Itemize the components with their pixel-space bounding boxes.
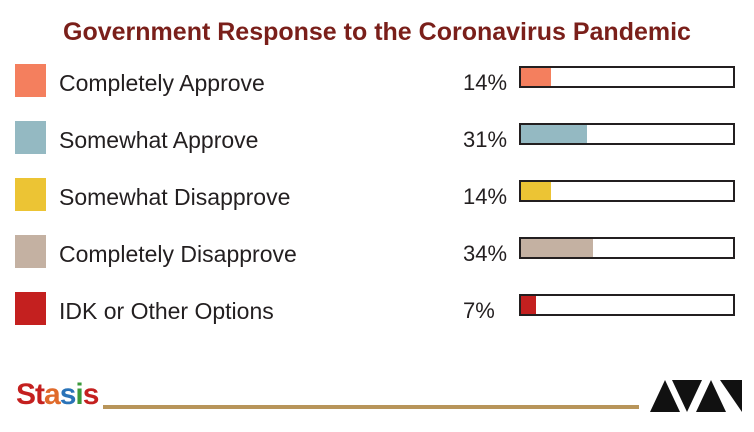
bar [521,125,587,143]
legend-swatch [15,121,46,154]
bar [521,68,551,86]
bar [521,239,593,257]
value-label: 34% [463,241,508,266]
bar-track [519,180,735,202]
category-label: IDK or Other Options [59,298,274,324]
stasis-logo: Stasis [16,378,99,411]
legend-swatch [15,292,46,325]
bar [521,296,536,314]
category-label: Somewhat Approve [59,127,259,153]
value-label: 7% [463,298,495,323]
category-label: Completely Approve [59,70,265,96]
category-label: Completely Disapprove [59,241,297,267]
value-label: 14% [463,184,508,209]
legend-swatch [15,235,46,268]
legend-swatch [15,64,46,97]
chart-title: Government Response to the Coronavirus P… [63,18,691,46]
chart-row: Somewhat Approve 31% [0,121,754,161]
awa-logo-icon [650,380,742,412]
footer-divider [103,405,639,409]
category-label: Somewhat Disapprove [59,184,291,210]
bar-track [519,237,735,259]
bar-track [519,294,735,316]
chart-row: Somewhat Disapprove 14% [0,178,754,218]
bar-track [519,123,735,145]
chart-row: Completely Disapprove 34% [0,235,754,275]
value-label: 14% [463,70,508,95]
bar-track [519,66,735,88]
value-label: 31% [463,127,508,152]
bar [521,182,551,200]
chart-row: IDK or Other Options 7% [0,292,754,332]
legend-swatch [15,178,46,211]
chart-row: Completely Approve 14% [0,64,754,104]
